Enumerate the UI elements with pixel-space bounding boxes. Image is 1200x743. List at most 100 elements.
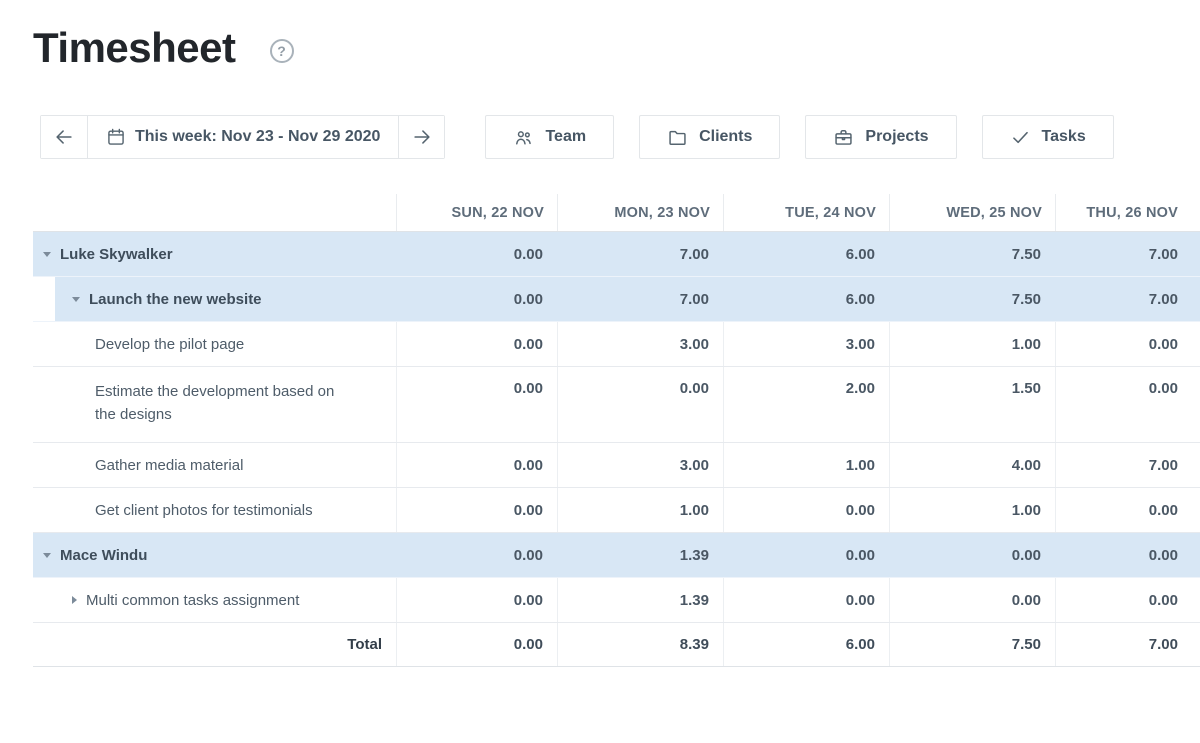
next-week-button[interactable] (398, 116, 445, 158)
total-row: Total 0.00 8.39 6.00 7.50 7.00 (33, 623, 1200, 667)
total-hours-cell: 0.00 (396, 623, 557, 666)
collapse-icon[interactable] (72, 296, 80, 302)
total-hours-cell: 8.39 (557, 623, 723, 666)
row-label-cell: Gather media material (33, 443, 396, 487)
hours-cell: 6.00 (845, 290, 875, 308)
hours-cell: 1.39 (679, 546, 709, 564)
row-label-cell: Mace Windu (33, 533, 396, 577)
week-label: This week: Nov 23 - Nov 29 2020 (135, 128, 381, 145)
projects-button-label: Projects (865, 128, 929, 145)
row-label: Gather media material (95, 456, 244, 474)
table-row[interactable]: Launch the new website 0.00 7.00 6.00 7.50 7.… (33, 277, 1200, 322)
hours-cell: 7.50 (1011, 245, 1041, 263)
row-label: Estimate the development based on the de… (95, 383, 335, 424)
page-header: Timesheet ? (0, 0, 1200, 72)
hours-cell: 0.00 (513, 546, 543, 564)
hours-cell[interactable]: 7.00 (1055, 443, 1200, 487)
hours-cell[interactable]: 0.00 (396, 322, 557, 366)
total-hours-cell: 6.00 (723, 623, 889, 666)
hours-cell: 7.00 (1148, 245, 1178, 263)
hours-cell[interactable]: 1.00 (557, 488, 723, 532)
help-icon[interactable]: ? (269, 39, 294, 63)
tasks-button-label: Tasks (1041, 128, 1086, 145)
check-icon (1010, 127, 1031, 148)
table-row[interactable]: Get client photos for testimonials 0.00 1.… (33, 488, 1200, 533)
hours-cell[interactable]: 0.00 (557, 367, 723, 442)
arrow-left-icon (53, 126, 75, 148)
hours-cell: 0.00 (396, 578, 557, 622)
week-navigator: This week: Nov 23 - Nov 29 2020 (40, 115, 446, 159)
hours-cell[interactable]: 0.00 (1055, 488, 1200, 532)
briefcase-icon (833, 127, 854, 148)
hours-cell[interactable]: 3.00 (557, 443, 723, 487)
hours-cell[interactable]: 1.00 (889, 322, 1055, 366)
hours-cell: 7.00 (679, 245, 709, 263)
expand-icon[interactable] (72, 596, 77, 604)
table-row[interactable]: Luke Skywalker 0.00 7.00 6.00 7.50 7.00 (33, 232, 1200, 277)
table-row[interactable]: Multi common tasks assignment 0.00 1.39 0.0… (33, 578, 1200, 623)
table-row[interactable]: Estimate the development based on the de… (33, 367, 1200, 443)
arrow-right-icon (411, 126, 433, 148)
hours-cell: 0.00 (723, 578, 889, 622)
row-label: Launch the new website (89, 290, 262, 308)
row-label-cell: Multi common tasks assignment (33, 578, 396, 622)
day-column-header: WED, 25 NOV (889, 194, 1055, 231)
week-selector-button[interactable]: This week: Nov 23 - Nov 29 2020 (87, 116, 399, 158)
day-column-header: TUE, 24 NOV (723, 194, 889, 231)
row-label: Mace Windu (60, 546, 148, 564)
table-row[interactable]: Gather media material 0.00 3.00 1.00 4.00 7.0… (33, 443, 1200, 488)
timesheet-table: SUN, 22 NOV MON, 23 NOV TUE, 24 NOV WED,… (33, 194, 1200, 667)
hours-cell[interactable]: 1.50 (889, 367, 1055, 442)
hours-cell[interactable]: 4.00 (889, 443, 1055, 487)
hours-cell: 6.00 (845, 245, 875, 263)
team-button-label: Team (545, 128, 587, 145)
clients-button[interactable]: Clients (639, 115, 781, 159)
row-label-cell: Luke Skywalker (33, 232, 396, 276)
table-row[interactable]: Mace Windu 0.00 1.39 0.00 0.00 0.00 (33, 533, 1200, 578)
row-label-cell: Estimate the development based on the de… (33, 367, 396, 442)
hours-cell[interactable]: 0.00 (1055, 367, 1200, 442)
hours-cell: 0.00 (889, 578, 1055, 622)
total-label: Total (347, 636, 382, 653)
hours-cell[interactable]: 1.00 (723, 443, 889, 487)
hours-cell: 0.00 (845, 546, 875, 564)
team-icon (513, 127, 534, 148)
hours-cell: 0.00 (513, 245, 543, 263)
total-hours-cell: 7.50 (889, 623, 1055, 666)
previous-week-button[interactable] (41, 116, 87, 158)
hours-cell[interactable]: 3.00 (557, 322, 723, 366)
day-column-header: MON, 23 NOV (557, 194, 723, 231)
calendar-icon (106, 127, 126, 147)
collapse-icon[interactable] (43, 552, 51, 558)
hours-cell[interactable]: 0.00 (396, 488, 557, 532)
row-label-cell: Get client photos for testimonials (33, 488, 396, 532)
table-row[interactable]: Develop the pilot page 0.00 3.00 3.00 1.00 0.… (33, 322, 1200, 367)
hours-cell: 0.00 (1011, 546, 1041, 564)
projects-button[interactable]: Projects (805, 115, 957, 159)
folder-icon (667, 127, 688, 148)
hours-cell[interactable]: 3.00 (723, 322, 889, 366)
hours-cell[interactable]: 0.00 (396, 443, 557, 487)
clients-button-label: Clients (699, 128, 753, 145)
page-title: Timesheet (33, 24, 236, 71)
hours-cell: 0.00 (1055, 578, 1200, 622)
hours-cell: 7.50 (1011, 290, 1041, 308)
table-header-row: SUN, 22 NOV MON, 23 NOV TUE, 24 NOV WED,… (33, 194, 1200, 232)
day-column-header: THU, 26 NOV (1055, 194, 1200, 231)
tasks-button[interactable]: Tasks (981, 115, 1114, 159)
hours-cell: 1.39 (557, 578, 723, 622)
hours-cell[interactable]: 1.00 (889, 488, 1055, 532)
hours-cell: 0.00 (513, 290, 543, 308)
row-label: Develop the pilot page (95, 335, 245, 353)
team-button[interactable]: Team (485, 115, 615, 159)
hours-cell[interactable]: 0.00 (723, 488, 889, 532)
collapse-icon[interactable] (43, 251, 51, 257)
row-label: Multi common tasks assignment (86, 591, 300, 609)
hours-cell: 7.00 (679, 290, 709, 308)
hours-cell[interactable]: 2.00 (723, 367, 889, 442)
total-hours-cell: 7.00 (1055, 623, 1200, 666)
hours-cell[interactable]: 0.00 (1055, 322, 1200, 366)
day-column-header: SUN, 22 NOV (396, 194, 557, 231)
hours-cell: 7.00 (1148, 290, 1178, 308)
hours-cell[interactable]: 0.00 (396, 367, 557, 442)
